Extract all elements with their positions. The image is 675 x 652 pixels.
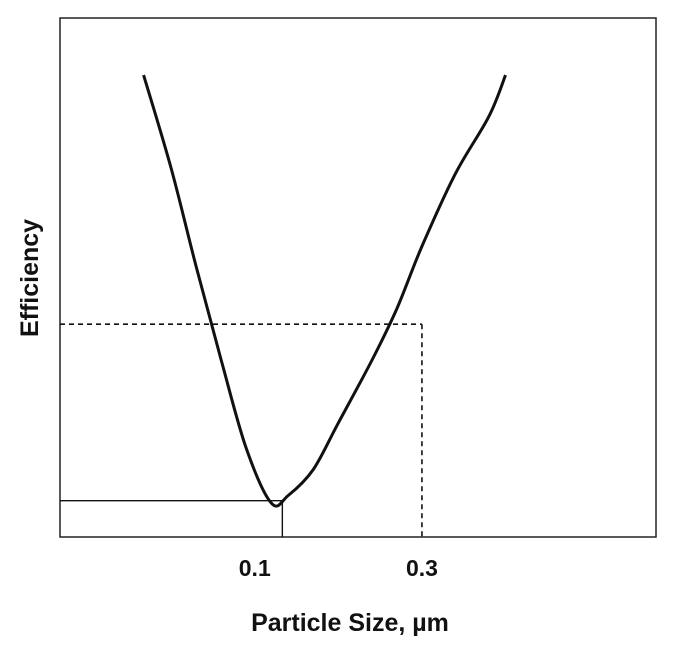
plot-frame [59,17,657,538]
x-tick-label: 0.1 [239,555,271,581]
efficiency-curve [142,74,507,508]
y-axis-title: Efficiency [16,219,44,337]
x-tick-labels: 0.1 0.3 [239,555,438,581]
x-tick-label: 0.3 [406,555,438,581]
x-axis-title: Particle Size, µm [251,609,449,637]
reference-lines [60,323,423,537]
